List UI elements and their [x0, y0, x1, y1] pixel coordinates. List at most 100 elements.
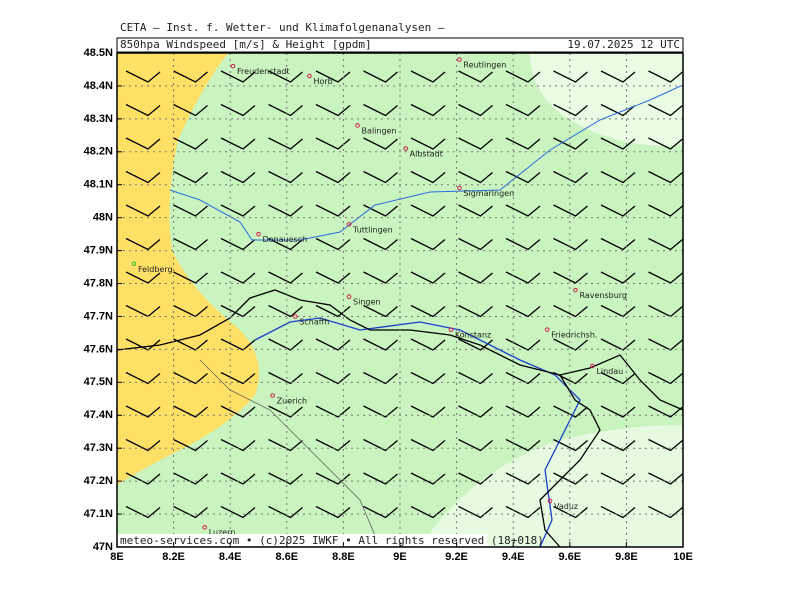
city-label: Schaffh — [299, 317, 329, 326]
wind-barb — [315, 70, 351, 83]
light-field — [420, 425, 683, 547]
wind-barb — [458, 237, 493, 251]
y-tick-label: 48.1N — [84, 179, 113, 191]
y-tick-label: 48.3N — [84, 113, 113, 125]
city-marker — [346, 221, 352, 227]
wind-barb — [458, 137, 493, 150]
city-label: Lindau — [596, 367, 623, 376]
city-marker — [346, 294, 352, 300]
river-danube — [169, 84, 683, 241]
wind-barb — [410, 304, 446, 318]
wind-barb — [410, 137, 446, 150]
wind-barb — [125, 137, 161, 150]
wind-barb — [458, 438, 493, 452]
y-tick-label: 47.9N — [84, 245, 113, 257]
wind-barb — [220, 170, 256, 184]
wind-barb — [268, 371, 303, 385]
wind-barb — [505, 137, 541, 150]
wind-barb — [458, 204, 493, 217]
x-tick-label: 9.2E — [445, 551, 468, 563]
wind-barb — [173, 338, 208, 351]
wind-barb — [220, 472, 256, 485]
cities: Freudenstadt Horb Reutlingen Balingen Albsta… — [131, 57, 627, 537]
wind-barb — [600, 472, 636, 485]
wind-barb — [315, 237, 351, 251]
wind-barb — [363, 438, 398, 452]
wind-barb — [315, 204, 351, 217]
city-label: Vaduz — [554, 502, 578, 511]
wind-barb — [125, 405, 161, 418]
border — [117, 289, 683, 411]
city-label: Reutlingen — [463, 61, 506, 70]
wind-barb — [268, 472, 303, 485]
wind-barb — [600, 137, 636, 150]
wind-barb — [410, 237, 446, 251]
wind-barb — [648, 271, 683, 284]
x-tick-label: 9.4E — [502, 551, 525, 563]
y-tick-label: 48.4N — [84, 80, 113, 92]
wind-barb — [458, 103, 493, 117]
wind-barb — [220, 405, 256, 418]
graticule — [117, 53, 683, 547]
wind-barb — [600, 338, 636, 351]
wind-barb — [268, 103, 303, 117]
city-label: Friedrichsh. — [551, 331, 597, 340]
wind-barb — [458, 271, 493, 284]
wind-barb — [505, 472, 541, 485]
wind-barb — [363, 137, 398, 150]
wind-barb — [648, 237, 683, 251]
city-label: Balingen — [362, 126, 397, 135]
city-label: Ravensburg — [579, 291, 627, 300]
wind-barb — [315, 137, 351, 150]
wind-barb — [553, 472, 588, 485]
y-tick-label: 47.1N — [84, 508, 113, 520]
wind-barb — [410, 472, 446, 485]
wind-barb — [648, 338, 683, 351]
wind-barb — [648, 204, 683, 217]
wind-barb — [410, 371, 446, 385]
wind-barb — [173, 371, 208, 385]
wind-barb — [505, 237, 541, 251]
y-tick-label: 47.3N — [84, 442, 113, 454]
wind-barb — [458, 304, 493, 318]
wind-barb — [553, 170, 588, 184]
y-tick-label: 47.2N — [84, 475, 113, 487]
yellow-field — [117, 53, 260, 485]
wind-barb — [410, 405, 446, 418]
city-marker — [355, 123, 360, 128]
wind-barb — [315, 170, 351, 184]
wind-barb — [505, 170, 541, 184]
wind-barb — [125, 371, 161, 385]
footer-box — [117, 534, 487, 546]
wind-barb — [363, 338, 398, 351]
wind-barb — [410, 204, 446, 217]
city-label: Sigmaringen — [463, 189, 514, 198]
wind-barb — [268, 204, 303, 217]
city-label: Zuerich — [277, 397, 307, 406]
city-marker — [131, 261, 137, 267]
institute: CETA — Inst. f. Wetter- und Klimafolgena… — [120, 21, 445, 34]
wind-barb — [553, 438, 588, 452]
city-label: Konstanz — [455, 331, 491, 340]
wind-barb — [648, 405, 683, 418]
x-tick-label: 8.4E — [219, 551, 242, 563]
wind-barb — [220, 338, 256, 351]
wind-barb — [458, 505, 493, 519]
wind-barb — [410, 170, 446, 184]
city-label: Luzern — [209, 528, 236, 537]
wind-barb — [268, 438, 303, 452]
wind-barb — [268, 170, 303, 184]
wind-barb — [600, 371, 636, 385]
wind-barb — [268, 405, 303, 418]
y-tick-label: 47.4N — [84, 409, 113, 421]
wind-barb — [173, 103, 208, 117]
wind-barb — [363, 505, 398, 519]
wind-barb — [363, 371, 398, 385]
city-label: Tuttlingen — [352, 225, 393, 234]
river-rhine — [254, 317, 581, 547]
wind-barb — [410, 338, 446, 351]
wind-barb — [268, 137, 303, 150]
wind-barb — [648, 472, 683, 485]
wind-barb — [315, 505, 351, 519]
wind-barb — [648, 371, 683, 385]
